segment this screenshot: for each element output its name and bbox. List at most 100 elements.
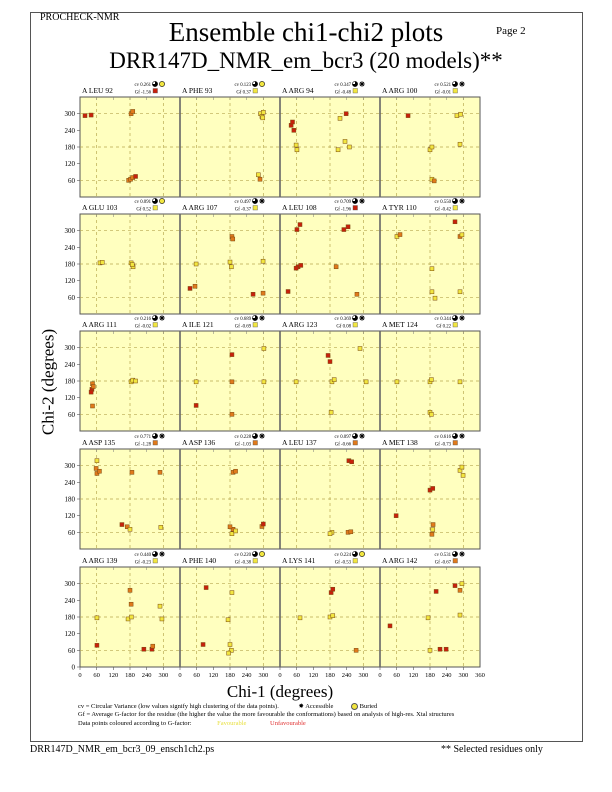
y-tick-label: 0 — [72, 664, 76, 672]
gf-color-badge — [152, 322, 158, 328]
data-point — [363, 379, 369, 385]
residue-label: A MET 124 — [382, 320, 418, 329]
data-point — [285, 289, 291, 294]
accessible-icon — [259, 315, 265, 321]
y-tick-label: 60 — [68, 177, 76, 185]
cv-pie-fill — [152, 81, 158, 87]
accessible-icon-ray — [259, 315, 265, 321]
data-point — [354, 292, 360, 297]
gf-color-badge — [352, 440, 358, 446]
data-point — [457, 612, 463, 618]
data-point — [345, 224, 351, 230]
x-tick-label: 240 — [142, 672, 152, 679]
cv-pie-fill — [452, 315, 458, 321]
panel-a-leu-137: A LEU 137 cv 0.097 Gf -0.66 — [279, 433, 380, 549]
x-tick-label: 0 — [178, 672, 181, 679]
data-point — [229, 412, 235, 417]
data-point — [127, 527, 133, 532]
gf-color-badge — [252, 205, 258, 211]
buried-icon — [159, 198, 165, 204]
cv-pie-fill — [352, 551, 358, 557]
cv-value: cv 0.531 — [434, 553, 451, 558]
accessible-icon — [159, 433, 165, 439]
data-point — [119, 522, 125, 527]
cv-value: cv 0.369 — [334, 317, 351, 322]
accessible-icon — [459, 433, 465, 439]
gf-value: Gf -0.02 — [135, 325, 152, 330]
data-point — [443, 646, 449, 652]
data-point — [458, 111, 463, 117]
cv-pie-fill — [252, 81, 258, 87]
residue-label: A ARG 94 — [282, 86, 314, 95]
cv-value: cv 0.216 — [134, 317, 151, 322]
gf-color-badge — [452, 322, 458, 328]
residue-label: A PHE 140 — [182, 556, 216, 565]
panel-a-met-124: A MET 124 cv 0.344 Gf 0.22 — [379, 315, 480, 431]
gf-value: Gf -1.96 — [335, 208, 352, 213]
data-point — [158, 525, 164, 530]
legend-unfavourable: Unfavourable — [270, 720, 306, 727]
data-point — [343, 111, 349, 116]
data-point — [325, 353, 331, 358]
data-point — [349, 459, 354, 465]
gf-value: Gf -1.03 — [235, 443, 252, 448]
data-point — [250, 292, 256, 297]
data-point — [430, 522, 436, 527]
gf-value: Gf -0.73 — [435, 443, 452, 448]
x-tick-label: 300 — [258, 672, 268, 679]
residue-label: A MET 138 — [382, 438, 418, 447]
residue-label: A ARG 107 — [182, 203, 218, 212]
gf-color-badge — [152, 88, 158, 94]
panel-a-arg-100: A ARG 100 cv 0.521 Gf -0.01 — [379, 81, 480, 197]
gf-value: Gf -0.38 — [235, 561, 252, 566]
gf-color-badge — [252, 88, 258, 94]
data-point — [294, 227, 300, 232]
data-point — [226, 650, 231, 656]
accessible-icon-ray — [459, 81, 465, 87]
page-number: Page 2 — [496, 25, 526, 37]
data-point — [429, 532, 435, 537]
gf-value: Gf -0.37 — [235, 208, 252, 213]
data-point — [397, 232, 403, 237]
data-point — [427, 648, 433, 653]
x-tick-label: 120 — [208, 672, 218, 679]
data-point — [405, 113, 411, 118]
data-point — [82, 113, 88, 118]
cv-pie-fill — [152, 315, 158, 321]
residue-label: A LEU 92 — [82, 86, 113, 95]
data-point — [193, 403, 199, 408]
cv-value: cv 0.097 — [334, 435, 351, 440]
gf-color-badge — [452, 205, 458, 211]
x-tick-label: 120 — [108, 672, 118, 679]
data-point — [457, 588, 463, 593]
gf-color-badge — [452, 558, 458, 564]
data-point — [88, 112, 94, 118]
legend-cv-text: cv = Circular Variance (low values signi… — [78, 702, 279, 710]
cv-pie-fill — [252, 315, 258, 321]
data-point — [227, 259, 233, 265]
data-point — [294, 147, 300, 153]
panel-a-met-138: A MET 138 cv 0.616 Gf -0.73 — [379, 433, 480, 549]
data-point — [430, 527, 436, 532]
data-point — [128, 601, 134, 607]
data-point — [94, 615, 100, 621]
x-tick-label: 240 — [342, 672, 352, 679]
data-point — [157, 603, 163, 609]
accessible-icon — [459, 315, 465, 321]
data-point — [387, 623, 393, 629]
gf-color-badge — [252, 558, 258, 564]
y-tick-label: 300 — [65, 110, 76, 118]
data-point — [260, 115, 266, 121]
accessible-icon-ray — [359, 81, 365, 87]
data-point — [99, 260, 105, 265]
data-point — [129, 262, 135, 267]
residue-label: A ARG 111 — [82, 320, 117, 329]
accessible-icon-ray — [459, 433, 465, 439]
accessible-icon — [159, 315, 165, 321]
y-tick-label: 180 — [65, 261, 76, 269]
residue-label: A LEU 137 — [282, 438, 317, 447]
data-point — [335, 147, 341, 153]
data-point — [192, 283, 198, 289]
